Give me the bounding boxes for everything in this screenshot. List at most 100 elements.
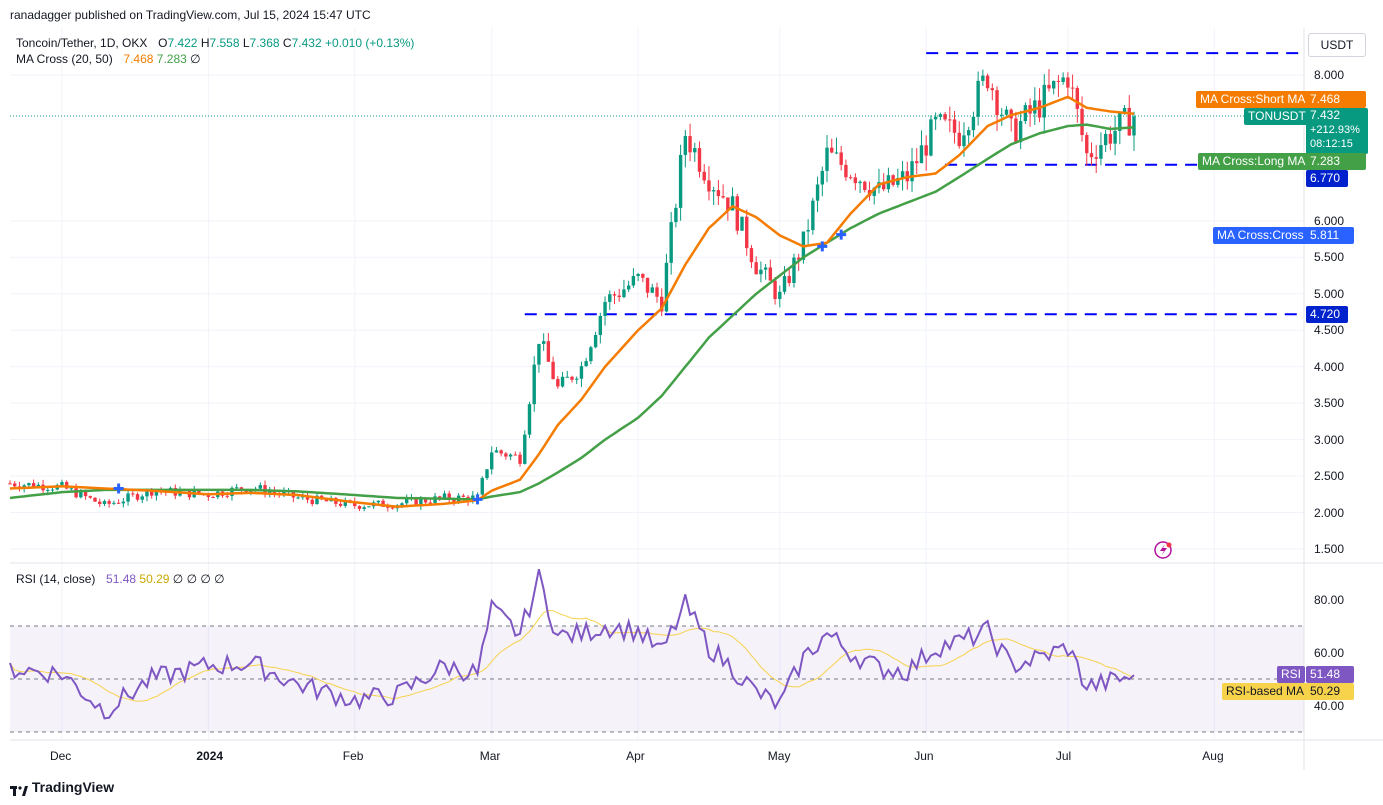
candle — [636, 272, 640, 282]
candle-body — [546, 341, 551, 362]
rsi-label: RSI (14, close) — [16, 572, 96, 586]
candle — [754, 256, 758, 275]
candle-body — [730, 196, 735, 211]
candle — [678, 144, 683, 221]
candle-body — [1122, 107, 1127, 113]
candle — [745, 209, 749, 256]
candle — [1056, 75, 1061, 97]
candle-body — [650, 287, 654, 293]
candle-body — [452, 499, 456, 502]
ma-legend[interactable]: MA Cross (20, 50) 7.468 7.283 ∅ — [16, 52, 201, 66]
candle — [268, 486, 272, 498]
candle-body — [896, 178, 900, 185]
candle — [943, 112, 947, 122]
tradingview-logo[interactable]: TradingView — [10, 779, 114, 797]
candle — [919, 130, 924, 164]
currency-selector[interactable]: USDT — [1308, 33, 1366, 57]
candle-body — [1066, 77, 1070, 88]
candle-body — [924, 145, 928, 156]
candle-body — [8, 483, 12, 485]
candle — [820, 166, 824, 197]
rsi-legend[interactable]: RSI (14, close) 51.48 50.29 ∅ ∅ ∅ ∅ — [16, 572, 225, 586]
candle-body — [900, 171, 905, 179]
candle-body — [938, 114, 943, 117]
candle — [1023, 102, 1028, 125]
candle-body — [310, 499, 314, 505]
candle-body — [853, 177, 858, 184]
price-tick-5: 4.000 — [1314, 359, 1345, 374]
candle — [707, 166, 711, 201]
change-value: +0.010 (+0.13%) — [324, 36, 415, 50]
candle-body — [1023, 105, 1028, 122]
candle — [1028, 98, 1032, 127]
time-tick-2: Feb — [342, 749, 364, 763]
candle — [565, 370, 569, 378]
price-tick-9: 2.000 — [1314, 505, 1345, 520]
candle-body — [702, 171, 706, 181]
candle — [192, 485, 196, 498]
candle-body — [688, 136, 692, 153]
candle-body — [490, 452, 494, 470]
candle-body — [135, 494, 140, 500]
short-ma-value-tag: 7.468 — [1306, 91, 1366, 108]
candle — [1000, 108, 1004, 126]
candle — [485, 469, 489, 481]
candle — [957, 121, 961, 149]
candle-body — [622, 289, 626, 298]
candle — [480, 476, 484, 496]
candle-body — [589, 347, 593, 362]
level-lower-tag: 4.720 — [1306, 306, 1348, 323]
candle — [896, 168, 900, 188]
candle-body — [83, 491, 88, 497]
candle-body — [149, 489, 154, 496]
symbol-legend[interactable]: Toncoin/Tether, 1D, OKX O7.422 H7.558 L7… — [16, 36, 414, 50]
candle-body — [107, 501, 111, 504]
candle — [792, 253, 796, 288]
candle — [683, 130, 688, 168]
candle — [1089, 142, 1094, 166]
symbol-price-box: 7.432 +212.93% 08:12:15 — [1306, 108, 1368, 154]
lightning-icon[interactable] — [1154, 541, 1172, 559]
symbol-change-value: +212.93% — [1310, 124, 1360, 136]
candle-body — [126, 493, 130, 502]
candle — [1127, 95, 1131, 136]
candle-body — [386, 506, 390, 508]
candle — [598, 312, 603, 344]
ma-cross-marker — [836, 229, 847, 240]
price-tick-3: 5.000 — [1314, 286, 1345, 301]
candle-body — [27, 483, 31, 486]
candle — [17, 481, 22, 492]
candle-body — [499, 450, 503, 454]
candle-body — [825, 147, 829, 171]
candle — [787, 268, 791, 287]
candle — [938, 112, 943, 121]
candle-body — [881, 182, 886, 190]
candle — [929, 115, 933, 157]
candle — [551, 356, 555, 380]
candle-body — [338, 503, 343, 506]
candle — [112, 500, 116, 506]
candle — [102, 499, 107, 507]
open-label: O — [158, 36, 168, 50]
long-ma-label-tag: MA Cross:Long MA — [1198, 153, 1310, 170]
candle — [523, 430, 527, 465]
candle-body — [513, 454, 518, 456]
candle-body — [617, 295, 621, 298]
ma-cross-icon — [836, 229, 847, 240]
candle — [93, 497, 97, 502]
price-tick-4: 4.500 — [1314, 323, 1345, 338]
candle — [126, 488, 130, 506]
candle-body — [230, 487, 234, 497]
candle-body — [778, 291, 782, 300]
candle-body — [225, 495, 229, 497]
candle — [584, 357, 588, 367]
candle-body — [560, 376, 565, 387]
candle — [575, 376, 579, 385]
candle-body — [1099, 145, 1103, 159]
candle-body — [584, 361, 588, 367]
candle — [589, 345, 593, 365]
candle — [631, 268, 636, 288]
candle-body — [211, 496, 215, 498]
price-tick-8: 2.500 — [1314, 469, 1345, 484]
